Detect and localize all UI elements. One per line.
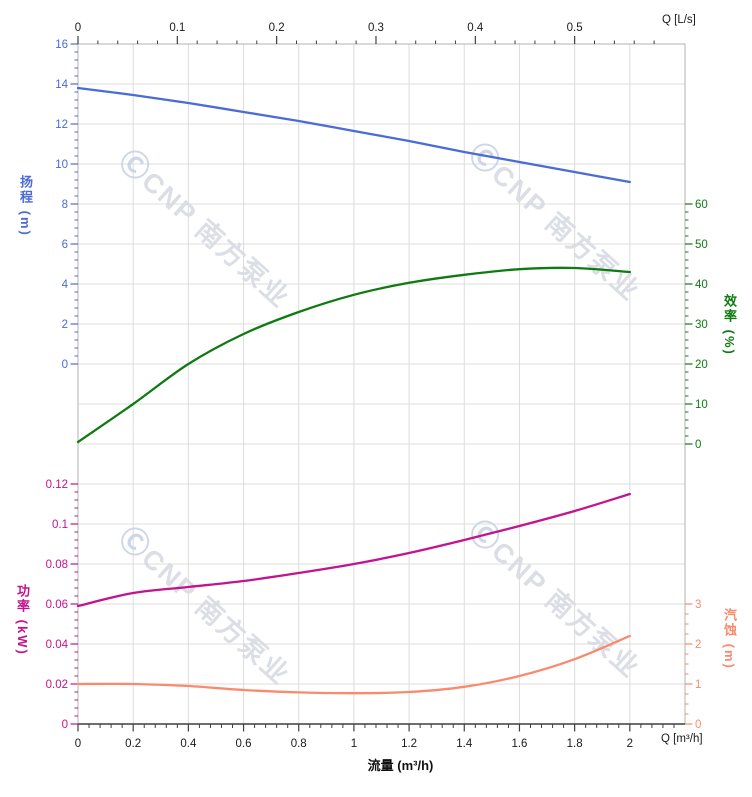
top-axis-tick-label: 0.3 — [368, 22, 384, 34]
bottom-axis: 0 0.2 0.4 0.6 0.8 1 1.2 1.4 1.6 1.8 2 — [75, 723, 685, 750]
power-tick-label: 0.1 — [52, 519, 68, 531]
npsh-tick-label: 1 — [695, 679, 701, 691]
head-tick-label: 12 — [55, 119, 68, 131]
watermark: ⒸCNP 南方泵业 — [462, 137, 647, 308]
top-axis-tick-label: 0.4 — [467, 22, 484, 34]
power-tick-label: 0.12 — [46, 479, 68, 491]
head-axis: 16 14 12 10 8 6 4 2 0 — [55, 39, 78, 371]
power-curve — [76, 492, 631, 608]
power-tick-label: 0.02 — [46, 679, 68, 691]
npsh-axis: 3 2 1 0 — [685, 599, 701, 731]
bottom-axis-tick-label: 2 — [627, 738, 633, 750]
bottom-axis-tick-label: 1 — [351, 738, 357, 750]
top-axis-tick-label: 0 — [75, 22, 81, 34]
head-tick-label: 8 — [62, 199, 68, 211]
npsh-curve — [76, 634, 631, 695]
power-axis-title: 功率 (kW) — [15, 584, 30, 656]
npsh-tick-label: 0 — [695, 719, 701, 731]
power-tick-label: 0.04 — [46, 639, 69, 651]
efficiency-tick-label: 60 — [695, 199, 708, 211]
bottom-axis-tick-label: 1.6 — [511, 738, 527, 750]
head-tick-label: 0 — [62, 359, 68, 371]
bottom-axis-tick-label: 0 — [75, 738, 81, 750]
watermark-layer: ⒸCNP 南方泵业 ⒸCNP 南方泵业 ⒸCNP 南方泵业 ⒸCNP 南方泵业 — [112, 137, 647, 692]
bottom-axis-tick-label: 1.2 — [401, 738, 417, 750]
efficiency-tick-label: 0 — [695, 439, 701, 451]
head-axis-title: 扬程 (m) — [18, 175, 33, 237]
top-axis: 0 0.1 0.2 0.3 0.4 0.5 — [75, 22, 655, 44]
top-axis-tick-label: 0.2 — [269, 22, 285, 34]
bottom-axis-tick-label: 0.2 — [125, 738, 141, 750]
watermark: ⒸCNP 南方泵业 — [112, 521, 297, 692]
power-axis: 0.12 0.1 0.08 0.06 0.04 0.02 0 — [46, 479, 78, 731]
efficiency-curve — [76, 266, 631, 444]
head-tick-label: 16 — [55, 39, 68, 51]
head-tick-label: 6 — [62, 239, 68, 251]
power-tick-label: 0.06 — [46, 599, 68, 611]
head-tick-label: 4 — [62, 279, 69, 291]
power-tick-label: 0 — [62, 719, 68, 731]
bottom-axis-tick-label: 0.4 — [180, 738, 197, 750]
flow-axis-title: 流量 (m³/h) — [367, 758, 434, 773]
efficiency-tick-label: 50 — [695, 239, 708, 251]
efficiency-tick-label: 30 — [695, 319, 708, 331]
head-curve — [76, 86, 631, 184]
bottom-axis-tick-label: 1.8 — [567, 738, 583, 750]
head-tick-label: 10 — [55, 159, 68, 171]
bottom-axis-unit-label: Q [m³/h] — [661, 733, 703, 745]
watermark: ⒸCNP 南方泵业 — [462, 514, 647, 685]
efficiency-tick-label: 10 — [695, 399, 708, 411]
head-tick-label: 2 — [62, 319, 68, 331]
efficiency-axis-title: 效率 (%) — [722, 294, 737, 356]
top-axis-tick-label: 0.5 — [567, 22, 583, 34]
npsh-tick-label: 3 — [695, 599, 701, 611]
npsh-tick-label: 2 — [695, 639, 701, 651]
efficiency-axis: 60 50 40 30 20 10 0 — [685, 199, 708, 451]
bottom-axis-tick-label: 0.8 — [291, 738, 307, 750]
bottom-axis-tick-label: 1.4 — [456, 738, 473, 750]
bottom-axis-tick-label: 0.6 — [236, 738, 252, 750]
power-tick-label: 0.08 — [46, 559, 68, 571]
top-axis-unit-label: Q [L/s] — [662, 14, 696, 26]
head-tick-label: 14 — [55, 79, 68, 91]
gridlines — [78, 44, 685, 724]
efficiency-tick-label: 40 — [695, 279, 708, 291]
efficiency-tick-label: 20 — [695, 359, 708, 371]
top-axis-tick-label: 0.1 — [169, 22, 185, 34]
npsh-axis-title: 汽蚀 (m) — [722, 608, 737, 670]
watermark: ⒸCNP 南方泵业 — [112, 144, 297, 315]
